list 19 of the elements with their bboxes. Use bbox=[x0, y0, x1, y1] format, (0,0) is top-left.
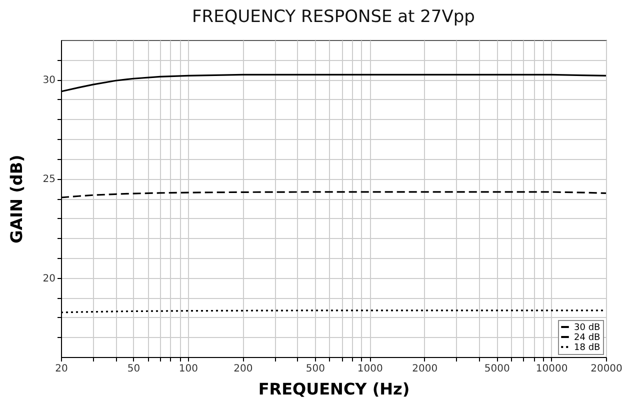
x-tick-label: 1000 bbox=[357, 364, 383, 374]
x-tick-label: 100 bbox=[178, 364, 198, 374]
x-tick-label: 10000 bbox=[536, 364, 568, 374]
legend-label: 18 dB bbox=[574, 343, 600, 353]
x-tick-label: 20 bbox=[55, 364, 68, 374]
x-tick-label: 5000 bbox=[484, 364, 510, 374]
legend-label: 24 dB bbox=[574, 333, 600, 343]
y-axis-title: GAIN (dB) bbox=[6, 154, 26, 244]
x-tick-label: 200 bbox=[234, 364, 253, 374]
y-tick-label: 30 bbox=[42, 75, 56, 86]
x-axis-title: FREQUENCY (Hz) bbox=[258, 380, 410, 398]
y-tick-label: 20 bbox=[42, 273, 56, 284]
x-tick-label: 20000 bbox=[590, 364, 622, 374]
chart-title: FREQUENCY RESPONSE at 27Vpp bbox=[192, 7, 475, 27]
x-tick-label: 2000 bbox=[412, 364, 438, 374]
y-tick-label: 25 bbox=[42, 174, 56, 186]
legend-label: 30 dB bbox=[574, 323, 600, 333]
x-tick-label: 500 bbox=[306, 364, 326, 374]
x-tick-label: 50 bbox=[127, 364, 140, 374]
